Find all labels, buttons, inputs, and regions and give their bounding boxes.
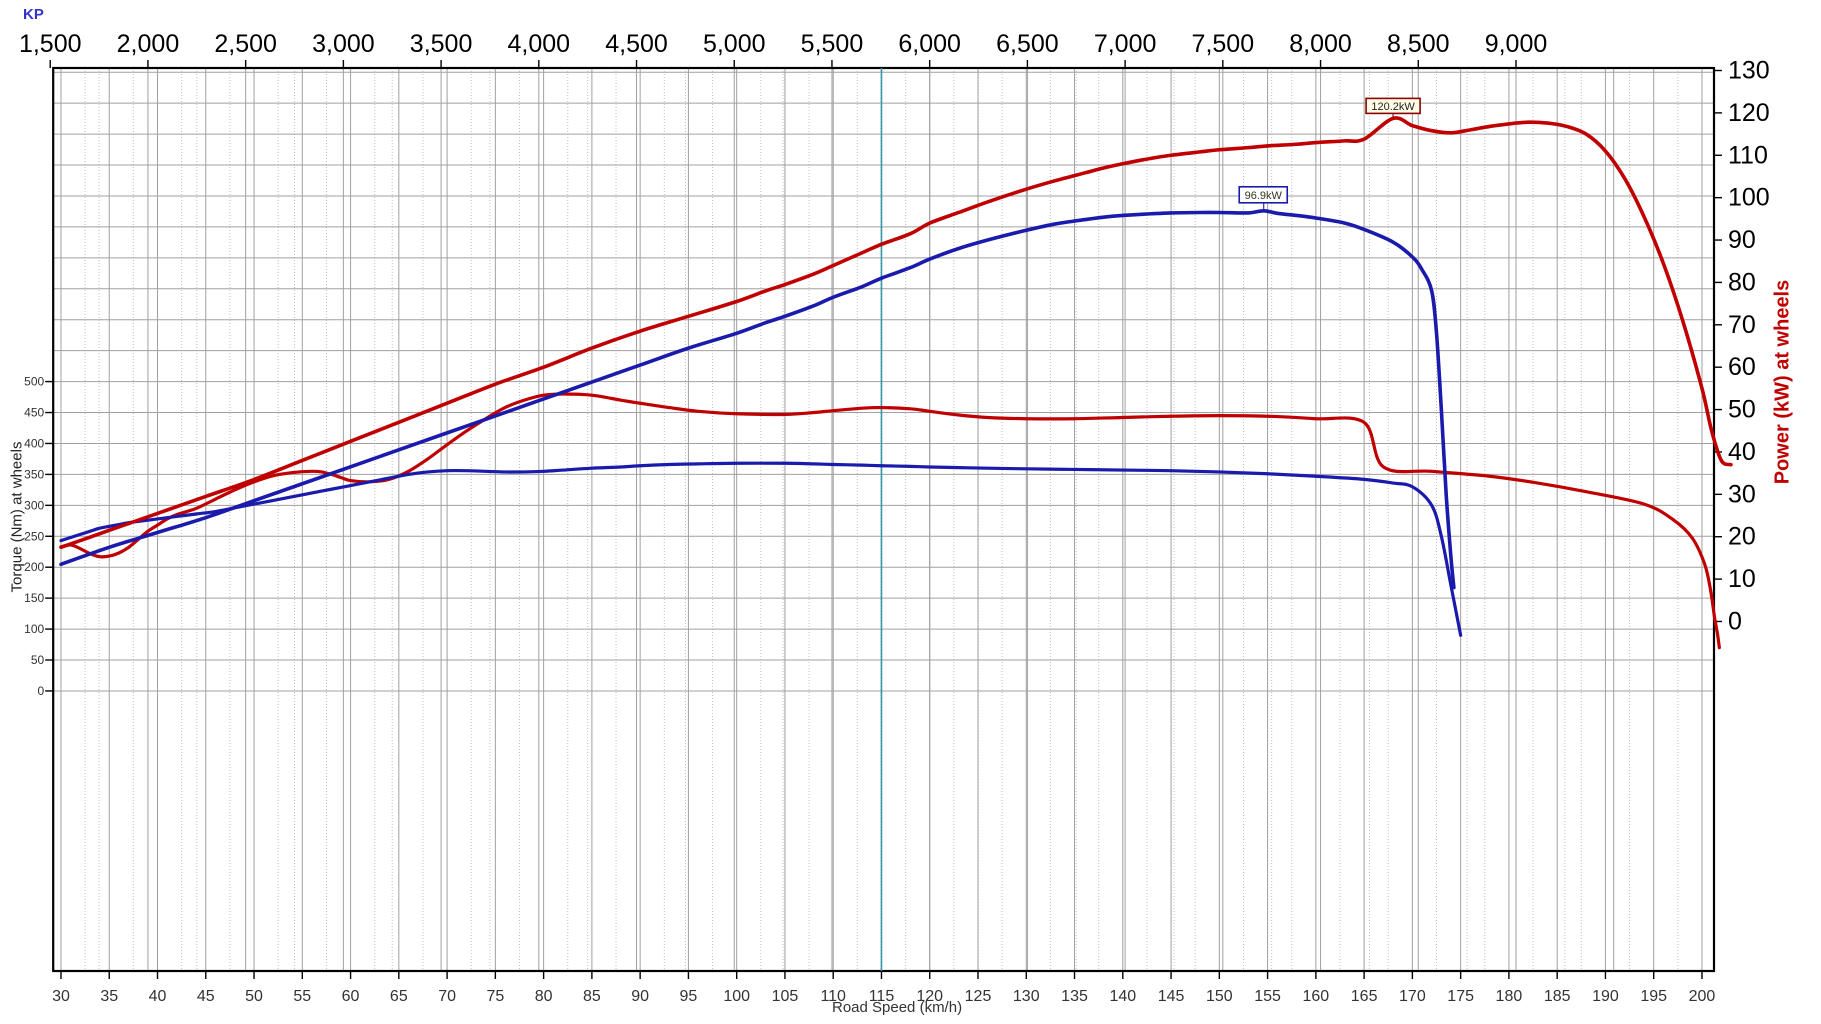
svg-text:90: 90	[631, 988, 649, 1005]
svg-text:180: 180	[1496, 988, 1523, 1005]
svg-text:2,500: 2,500	[214, 30, 277, 58]
svg-text:96.9kW: 96.9kW	[1245, 190, 1283, 202]
svg-text:170: 170	[1399, 988, 1426, 1005]
svg-text:5,000: 5,000	[703, 30, 766, 58]
svg-text:150: 150	[24, 591, 44, 605]
svg-text:85: 85	[583, 988, 601, 1005]
svg-text:70: 70	[1728, 311, 1756, 339]
svg-text:350: 350	[24, 467, 44, 481]
svg-text:105: 105	[772, 988, 799, 1005]
svg-text:30: 30	[52, 988, 70, 1005]
svg-text:35: 35	[100, 988, 118, 1005]
svg-text:165: 165	[1351, 988, 1378, 1005]
svg-text:450: 450	[24, 406, 44, 420]
svg-text:100: 100	[24, 622, 44, 636]
svg-text:50: 50	[245, 988, 263, 1005]
svg-text:1,500: 1,500	[19, 30, 82, 58]
svg-text:500: 500	[24, 375, 44, 389]
svg-text:5,500: 5,500	[801, 30, 864, 58]
svg-text:9,000: 9,000	[1485, 30, 1548, 58]
svg-text:120.2kW: 120.2kW	[1371, 101, 1415, 113]
svg-text:4,000: 4,000	[508, 30, 571, 58]
svg-text:200: 200	[1689, 988, 1716, 1005]
svg-text:300: 300	[24, 498, 44, 512]
svg-text:6,000: 6,000	[898, 30, 961, 58]
svg-text:125: 125	[965, 988, 992, 1005]
svg-text:160: 160	[1303, 988, 1330, 1005]
svg-text:130: 130	[1013, 988, 1040, 1005]
svg-text:90: 90	[1728, 226, 1756, 254]
svg-text:95: 95	[680, 988, 698, 1005]
svg-text:7,000: 7,000	[1094, 30, 1157, 58]
svg-text:400: 400	[24, 436, 44, 450]
svg-text:155: 155	[1254, 988, 1281, 1005]
svg-text:135: 135	[1061, 988, 1088, 1005]
svg-text:60: 60	[1728, 353, 1756, 381]
svg-text:3,000: 3,000	[312, 30, 375, 58]
svg-text:4,500: 4,500	[605, 30, 668, 58]
svg-text:60: 60	[342, 988, 360, 1005]
svg-text:0: 0	[1728, 607, 1742, 635]
svg-text:70: 70	[438, 988, 456, 1005]
svg-text:175: 175	[1447, 988, 1474, 1005]
svg-text:80: 80	[535, 988, 553, 1005]
svg-text:140: 140	[1109, 988, 1136, 1005]
svg-text:250: 250	[24, 529, 44, 543]
svg-text:10: 10	[1728, 565, 1756, 593]
svg-text:20: 20	[1728, 523, 1756, 551]
svg-text:50: 50	[1728, 396, 1756, 424]
svg-text:30: 30	[1728, 480, 1756, 508]
svg-text:185: 185	[1544, 988, 1571, 1005]
svg-text:0: 0	[38, 684, 45, 698]
svg-text:150: 150	[1206, 988, 1233, 1005]
svg-text:65: 65	[390, 988, 408, 1005]
svg-text:110: 110	[1728, 141, 1768, 169]
svg-text:45: 45	[197, 988, 215, 1005]
svg-text:75: 75	[486, 988, 504, 1005]
svg-text:100: 100	[723, 988, 750, 1005]
svg-text:190: 190	[1592, 988, 1619, 1005]
svg-text:55: 55	[293, 988, 311, 1005]
svg-text:130: 130	[1728, 57, 1770, 85]
svg-text:80: 80	[1728, 268, 1756, 296]
svg-text:6,500: 6,500	[996, 30, 1059, 58]
svg-text:40: 40	[1728, 438, 1756, 466]
svg-text:40: 40	[149, 988, 167, 1005]
svg-text:145: 145	[1158, 988, 1185, 1005]
svg-text:100: 100	[1728, 184, 1770, 212]
svg-text:120: 120	[1728, 99, 1770, 127]
svg-text:200: 200	[24, 560, 44, 574]
svg-text:8,000: 8,000	[1289, 30, 1352, 58]
svg-text:7,500: 7,500	[1192, 30, 1255, 58]
svg-text:8,500: 8,500	[1387, 30, 1450, 58]
svg-text:2,000: 2,000	[117, 30, 180, 58]
svg-text:50: 50	[31, 653, 45, 667]
svg-text:195: 195	[1640, 988, 1667, 1005]
svg-text:3,500: 3,500	[410, 30, 473, 58]
